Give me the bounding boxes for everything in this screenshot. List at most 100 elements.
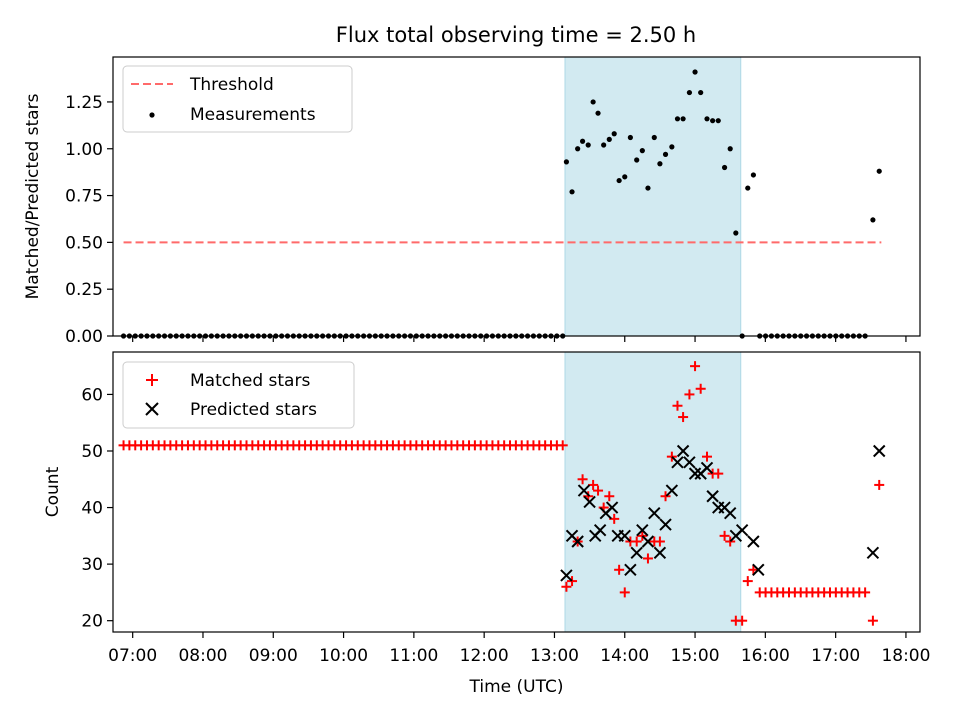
top-axes: 0.00 0.25 0.50 0.75 1.00 1.25 Matched/Predict… bbox=[23, 56, 921, 347]
matched-stars-point bbox=[654, 536, 665, 547]
predicted-stars-point bbox=[676, 444, 690, 458]
x-tick-label: 18:00 bbox=[881, 646, 930, 666]
predicted-stars-point bbox=[577, 484, 591, 497]
matched-stars-point bbox=[867, 615, 878, 626]
legend-matched-swatch bbox=[146, 374, 158, 386]
legend-predicted-label: Predicted stars bbox=[190, 400, 317, 420]
matched-stars-point bbox=[725, 536, 736, 547]
measurement-point bbox=[674, 116, 681, 122]
measurement-point bbox=[710, 118, 716, 124]
matched-stars-point bbox=[666, 451, 677, 462]
matched-stars-point bbox=[631, 536, 642, 547]
top-y-ticks: 0.00 0.25 0.50 0.75 1.00 1.25 bbox=[65, 93, 113, 347]
y-tick-label: 0.00 bbox=[65, 327, 103, 347]
y-tick-label: 60 bbox=[81, 385, 103, 405]
top-x-ticks bbox=[132, 336, 907, 342]
measurement-point bbox=[870, 217, 876, 223]
measurement-point bbox=[575, 146, 581, 152]
measurement-point bbox=[611, 131, 617, 137]
matched-stars-point bbox=[702, 451, 713, 462]
matched-stars-point bbox=[695, 383, 706, 394]
predicted-stars-point bbox=[618, 529, 631, 543]
measurement-point bbox=[595, 110, 601, 116]
x-tick-label: 07:00 bbox=[108, 646, 157, 666]
matched-stars-point bbox=[874, 479, 885, 490]
top-legend: Threshold Measurements bbox=[122, 65, 353, 133]
top-legend-box bbox=[122, 65, 353, 133]
predicted-stars-point bbox=[700, 461, 714, 475]
predicted-stars-point bbox=[683, 456, 696, 469]
predicted-stars-point bbox=[560, 569, 573, 582]
measurement-point bbox=[686, 89, 693, 96]
matched-stars-points bbox=[118, 361, 885, 626]
measurement-point bbox=[622, 174, 628, 180]
measurement-point bbox=[704, 116, 710, 122]
measurement-point bbox=[745, 185, 751, 191]
measurement-point bbox=[585, 142, 591, 148]
measurement-point bbox=[669, 144, 675, 150]
matched-stars-point bbox=[593, 485, 604, 496]
matched-stars-point bbox=[604, 491, 615, 502]
predicted-stars-point bbox=[624, 563, 637, 576]
matched-stars-point bbox=[678, 412, 689, 423]
bottom-y-axis-label: Count bbox=[43, 466, 63, 517]
measurement-point bbox=[692, 69, 698, 75]
matched-stars-point bbox=[684, 389, 695, 400]
measurement-point bbox=[733, 230, 739, 236]
y-tick-label: 40 bbox=[81, 499, 103, 519]
top-highlight-band bbox=[564, 56, 742, 337]
predicted-stars-point bbox=[630, 546, 643, 560]
predicted-stars-point bbox=[747, 535, 760, 548]
bottom-legend: Matched stars Predicted stars bbox=[122, 361, 355, 429]
measurement-point bbox=[645, 185, 651, 191]
bottom-x-axis-label: Time (UTC) bbox=[469, 677, 564, 697]
y-tick-label: 20 bbox=[81, 612, 103, 632]
legend-threshold-label: Threshold bbox=[189, 75, 274, 95]
measurement-point bbox=[750, 172, 756, 178]
legend-predicted-swatch bbox=[145, 402, 159, 416]
bottom-x-ticks: 07:00 08:00 09:00 10:00 11:00 12:00 13:00 14:00… bbox=[108, 632, 930, 666]
x-tick-label: 08:00 bbox=[178, 646, 227, 666]
matched-stars-point bbox=[567, 576, 578, 587]
matched-stars-point bbox=[672, 400, 683, 411]
matched-stars-point bbox=[719, 530, 730, 541]
y-tick-label: 50 bbox=[81, 442, 103, 462]
x-tick-label: 09:00 bbox=[249, 646, 298, 666]
predicted-stars-point bbox=[593, 523, 607, 537]
predicted-stars-point bbox=[873, 444, 886, 458]
measurement-point bbox=[721, 164, 728, 171]
measurement-point bbox=[651, 134, 657, 141]
matched-stars-point bbox=[748, 564, 759, 575]
bottom-highlight-band bbox=[564, 351, 742, 633]
bottom-legend-box bbox=[122, 361, 355, 429]
matched-stars-point bbox=[642, 553, 653, 564]
matched-stars-point bbox=[577, 474, 588, 485]
y-tick-label: 0.75 bbox=[65, 187, 103, 207]
predicted-stars-point bbox=[583, 495, 596, 509]
x-tick-label: 16:00 bbox=[741, 646, 790, 666]
measurement-point bbox=[590, 99, 596, 105]
predicted-stars-point bbox=[636, 523, 649, 537]
x-tick-label: 14:00 bbox=[600, 646, 649, 666]
bottom-axes-frame bbox=[112, 351, 921, 633]
x-tick-label: 11:00 bbox=[389, 646, 438, 666]
measurement-point bbox=[601, 142, 607, 148]
bottom-axes: 20 30 40 50 60 07:00 08:00 09:00 10:00 11:00 12:0… bbox=[43, 351, 930, 697]
measurement-point bbox=[727, 146, 733, 152]
x-tick-label: 15:00 bbox=[671, 646, 720, 666]
measurement-point bbox=[662, 151, 669, 157]
predicted-stars-point bbox=[735, 523, 749, 537]
measurement-point bbox=[569, 189, 575, 195]
y-tick-label: 1.25 bbox=[65, 93, 103, 113]
predicted-stars-point bbox=[605, 501, 619, 514]
top-axes-frame bbox=[112, 56, 921, 337]
predicted-stars-point bbox=[688, 467, 702, 480]
predicted-stars-point bbox=[653, 546, 667, 560]
matched-stars-point bbox=[561, 581, 572, 592]
measurement-point bbox=[606, 136, 612, 142]
y-tick-label: 0.25 bbox=[65, 280, 103, 300]
matched-stars-point bbox=[660, 491, 671, 502]
x-tick-label: 12:00 bbox=[460, 646, 509, 666]
matched-stars-point bbox=[742, 576, 753, 587]
